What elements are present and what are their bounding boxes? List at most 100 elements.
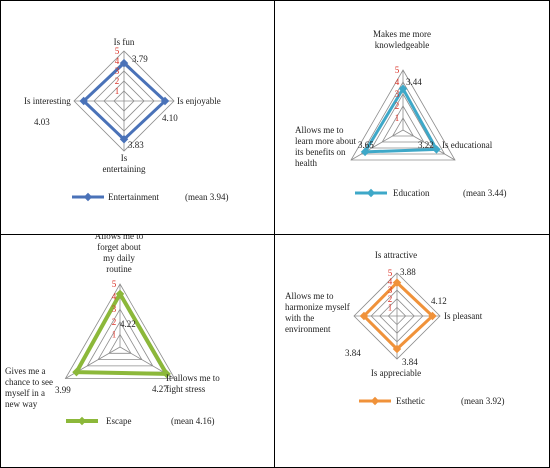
scale-label: 4 [395,77,400,87]
frame-divider-horizontal [0,234,550,235]
value-label: 4.03 [34,117,50,127]
axis-label: Is pleasant [444,311,483,321]
legend-name: Education [393,188,430,198]
radar-chart-2: 1 2 3 4 5 Makes me more knowledgeable Is educat… [295,29,506,198]
grid-ring-3 [371,93,435,149]
scale-label: 2 [112,317,117,327]
scale-label: 2 [115,76,120,86]
series-line [74,291,169,376]
data-point [79,96,88,106]
value-label: 4.10 [162,113,178,123]
axis-label: It allows me to fight stress [166,373,220,394]
axis-label: Is enjoyable [177,96,221,106]
legend-marker [83,192,93,202]
data-point [392,278,402,287]
value-label: 4.22 [120,319,136,329]
value-label: 3.65 [358,140,374,150]
axis-spoke [402,129,456,161]
axis-label: Is appreciable [371,368,421,378]
scale-label: 5 [112,279,117,289]
value-label: 3.83 [128,140,144,150]
axis-label: Allows me to forget about my daily routine [95,234,144,274]
scale-label: 5 [388,268,393,278]
legend-name: Entertainment [108,192,159,202]
grid-ring-5 [350,69,456,161]
value-label: 3.99 [55,385,71,395]
scale-label: 3 [115,66,120,76]
grid-ring-3 [86,308,154,367]
data-point [359,311,369,321]
axis-label: Allows me to learn more about its benefits… [295,125,356,168]
scale-label: 4 [388,277,393,287]
scale-label: 4 [115,56,120,66]
axis-label-line: Is [121,153,128,163]
scale-label: 1 [112,329,117,339]
axis-label-line: routine [106,264,132,274]
axis-label-line: Is fun [114,37,135,47]
value-label: 3.84 [402,357,418,367]
scale-label: 3 [112,304,117,314]
axis-label-line: It allows me to [166,373,220,383]
scale-label: 1 [388,302,393,312]
legend-name: Escape [106,416,131,426]
legend-marker [370,396,380,406]
axis-label-line: forget about [97,242,141,252]
scale-label: 1 [115,86,120,96]
data-point [428,311,437,321]
axis-label-line: Makes me more [373,29,431,39]
radar-panel-2: 1 2 3 4 5 Makes me more knowledgeable Is educat… [275,0,550,234]
radar-panel-3: 1 2 3 4 5 Allows me to forget about my daily rou… [0,234,275,468]
axis-spoke [350,129,404,161]
scale-label: 3 [388,285,393,295]
axis-label-line: learn more about [295,136,356,146]
axis-label-line: its benefits on [295,147,346,157]
axis-label-line: entertaining [103,164,146,174]
radar-chart-3: 1 2 3 4 5 Allows me to forget about my daily rou… [5,234,220,426]
axis-label-line: Is interesting [24,96,71,106]
scale-label: 2 [395,101,400,111]
axis-label: Is interesting [24,96,71,106]
legend-mean: (mean 3.94) [185,192,228,202]
scale-label: 2 [388,294,393,304]
scale-label: 5 [115,46,120,56]
legend-marker [77,416,87,426]
axis-label: Makes me more knowledgeable [373,29,431,50]
data-point [162,369,171,379]
value-label: 4.27 [152,384,168,394]
scale-label: 5 [395,65,400,75]
legend-name: Esthetic [396,396,425,406]
value-label: 4.12 [431,296,447,306]
data-point [360,147,370,157]
axis-label-line: knowledgeable [375,40,429,50]
grid-ring-1 [108,333,132,354]
axis-label: Is entertaining [103,153,146,174]
legend-mean: (mean 3.44) [463,188,506,198]
legend-marker [366,188,376,198]
axis-label-line: Is pleasant [444,311,483,321]
radar-panel-1: 1 2 3 4 5 Is fun Is enjoyable Is entertaining Is … [0,0,275,234]
axis-label-line: new way [5,399,38,409]
axis-label-line: harmonize myself [285,302,350,312]
axis-label-line: fight stress [166,384,206,394]
frame-top [0,0,550,1]
axis-label-line: health [295,158,317,168]
axis-label: Is educational [442,140,493,150]
axis-label-line: Gives me a [5,366,46,376]
radar-panel-4: 1 2 3 4 5 Is attractive Is pleasant Is apprecia… [275,234,550,468]
axis-label-line: my daily [103,253,135,263]
axis-label-line: Allows me to [295,125,344,135]
data-point [160,96,170,106]
axis-label: Is attractive [375,250,417,260]
axis-label: Gives me a chance to see myself in a new wa… [5,366,53,409]
value-label: 3.84 [345,348,361,358]
grid-ring-1 [391,117,415,137]
axis-label-line: environment [285,324,331,334]
grid-ring-2 [97,321,143,360]
axis-label-line: myself in a [5,388,45,398]
legend-mean: (mean 4.16) [171,416,214,426]
data-point [398,84,408,93]
value-label: 3.22 [418,140,434,150]
axis-label-line: Allows me to [285,291,334,301]
